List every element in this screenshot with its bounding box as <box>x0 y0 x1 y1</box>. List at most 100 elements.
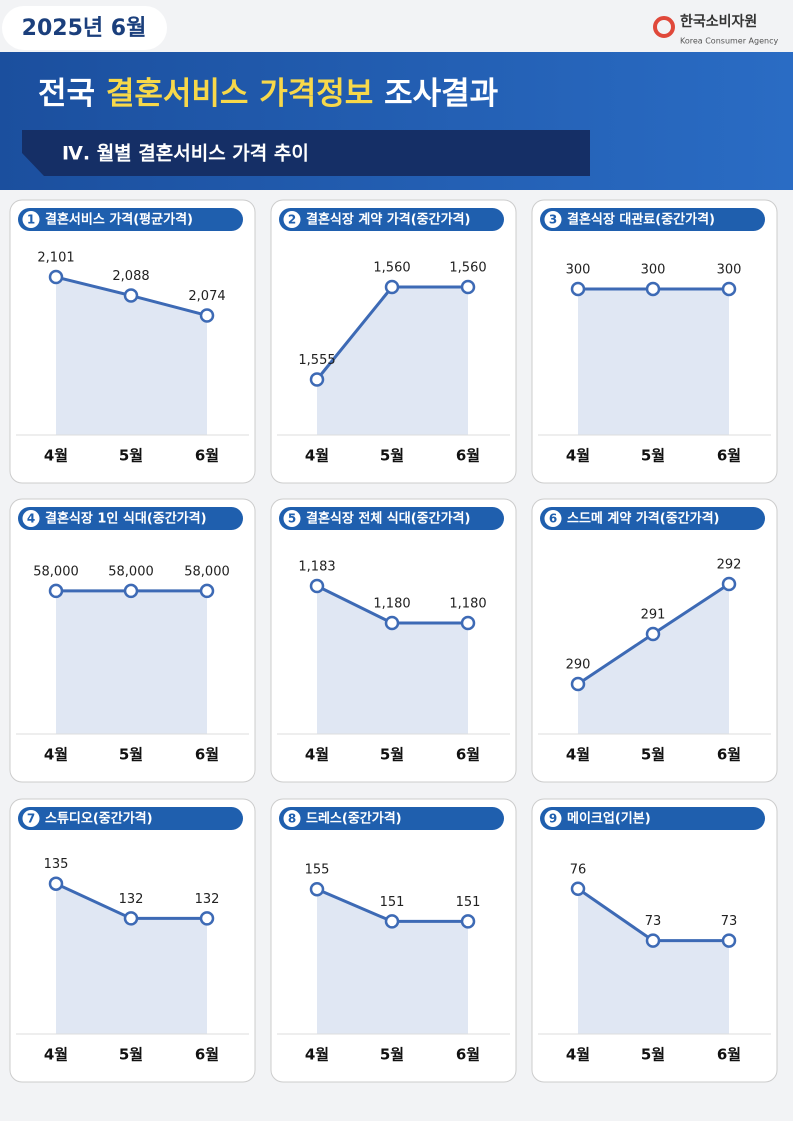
area <box>56 883 207 1034</box>
section-title: Ⅳ. 월별 결혼서비스 가격 추이 <box>62 142 309 165</box>
title-part: 조사결과 <box>373 76 498 112</box>
value-label: 1,560 <box>373 261 410 276</box>
title-number: 5 <box>288 512 296 526</box>
value-label: 2,101 <box>37 251 74 266</box>
point <box>460 615 476 631</box>
x-tick-label: 5월 <box>380 447 404 465</box>
value-label: 2,088 <box>112 269 149 284</box>
point <box>384 279 400 295</box>
chart-title: 드레스(중간가격) <box>306 811 402 827</box>
x-tick-label: 4월 <box>305 746 329 764</box>
value-label: 300 <box>641 262 666 277</box>
point <box>48 583 64 599</box>
point <box>645 626 661 642</box>
area <box>317 889 468 1034</box>
point <box>645 281 661 297</box>
x-tick-label: 6월 <box>195 746 219 764</box>
value-label: 1,560 <box>449 261 486 276</box>
title-pill <box>279 507 504 530</box>
x-tick-label: 4월 <box>305 1046 329 1064</box>
x-tick-label: 5월 <box>641 1046 665 1064</box>
value-label: 73 <box>721 914 738 929</box>
chart-title: 결혼식장 전체 식대(중간가격) <box>306 511 470 527</box>
title-number-badge <box>283 510 301 527</box>
value-label: 1,555 <box>298 353 335 368</box>
value-label: 155 <box>305 863 330 878</box>
title-pill <box>279 208 504 231</box>
value-label: 291 <box>641 608 666 623</box>
point <box>309 881 325 897</box>
x-tick-label: 4월 <box>566 746 590 764</box>
title: 전국 결혼서비스 가격정보 조사결과 <box>38 76 499 112</box>
value-label: 300 <box>566 262 591 277</box>
title-pill <box>540 507 765 530</box>
value-label: 300 <box>717 262 742 277</box>
value-label: 73 <box>645 914 662 929</box>
date-pill <box>2 6 167 50</box>
point <box>460 279 476 295</box>
point <box>645 933 661 948</box>
x-tick-label: 5월 <box>119 447 143 465</box>
area <box>56 590 207 734</box>
value-label: 58,000 <box>33 564 79 579</box>
x-tick-label: 6월 <box>717 746 741 764</box>
x-tick-label: 5월 <box>119 746 143 764</box>
x-tick-label: 4월 <box>44 746 68 764</box>
value-label: 58,000 <box>184 564 230 579</box>
title-part: 전국 <box>38 76 106 112</box>
value-label: 292 <box>717 558 742 573</box>
x-tick-label: 4월 <box>566 1046 590 1064</box>
logo-mark <box>653 16 675 38</box>
x-tick-label: 6월 <box>456 1046 480 1064</box>
value-label: 132 <box>195 892 220 907</box>
value-label: 135 <box>44 857 69 872</box>
x-tick-label: 6월 <box>195 1046 219 1064</box>
title-number-badge <box>544 211 562 228</box>
title-number: 7 <box>27 812 35 826</box>
point <box>48 269 64 285</box>
value-label: 151 <box>380 895 405 910</box>
area <box>578 584 729 734</box>
panel <box>270 199 517 484</box>
x-tick-label: 5월 <box>641 447 665 465</box>
point <box>199 911 215 926</box>
point <box>199 308 215 323</box>
point <box>309 372 325 387</box>
area <box>578 888 729 1034</box>
title-number: 9 <box>549 812 557 826</box>
title-pill <box>18 507 243 530</box>
value-label: 58,000 <box>108 564 154 579</box>
value-label: 2,074 <box>188 289 225 304</box>
point <box>309 578 325 594</box>
panel <box>9 498 256 783</box>
title-number-badge <box>544 810 562 827</box>
title-pill <box>540 807 765 830</box>
point <box>570 881 586 897</box>
title-number-badge <box>283 810 301 827</box>
point <box>123 911 139 926</box>
point <box>460 914 476 929</box>
chart-title: 결혼식장 대관료(중간가격) <box>567 212 715 228</box>
title-number: 8 <box>288 812 296 826</box>
point <box>123 583 139 599</box>
title-number: 2 <box>288 213 296 227</box>
panel <box>270 498 517 783</box>
chart-title: 결혼식장 1인 식대(중간가격) <box>45 511 207 527</box>
chart-title: 스튜디오(중간가격) <box>45 811 153 827</box>
title-number-badge <box>22 510 40 527</box>
title-pill <box>18 807 243 830</box>
point <box>123 288 139 303</box>
point <box>570 281 586 297</box>
point <box>570 676 586 692</box>
title-number: 1 <box>27 213 35 227</box>
point <box>48 876 64 891</box>
chart-title: 메이크업(기본) <box>567 811 651 827</box>
point <box>199 583 215 599</box>
panel <box>531 199 778 484</box>
title-number: 6 <box>549 512 557 526</box>
panel <box>9 199 256 484</box>
x-tick-label: 6월 <box>456 447 480 465</box>
date: 2025년 6월 <box>22 16 147 41</box>
title-pill <box>279 807 504 830</box>
